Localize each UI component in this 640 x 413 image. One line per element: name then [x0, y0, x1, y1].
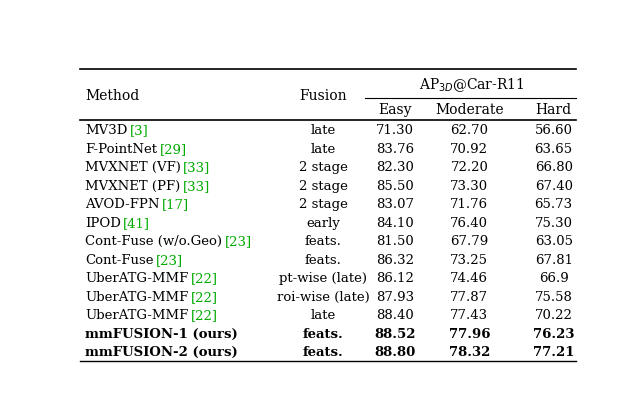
Text: late: late — [310, 142, 335, 155]
Text: 2 stage: 2 stage — [299, 179, 348, 192]
Text: 88.40: 88.40 — [376, 309, 414, 322]
Text: Cont-Fuse: Cont-Fuse — [85, 253, 154, 266]
Text: 88.52: 88.52 — [374, 327, 416, 340]
Text: feats.: feats. — [303, 346, 344, 358]
Text: UberATG-MMF: UberATG-MMF — [85, 290, 188, 303]
Text: 86.12: 86.12 — [376, 272, 414, 285]
Text: 77.21: 77.21 — [533, 346, 575, 358]
Text: [17]: [17] — [162, 198, 189, 211]
Text: [3]: [3] — [130, 124, 148, 137]
Text: UberATG-MMF: UberATG-MMF — [85, 272, 188, 285]
Text: 62.70: 62.70 — [451, 124, 488, 137]
Text: late: late — [310, 309, 335, 322]
Text: [33]: [33] — [182, 179, 210, 192]
Text: IPOD: IPOD — [85, 216, 121, 229]
Text: 77.43: 77.43 — [451, 309, 488, 322]
Text: mmFUSION-2 (ours): mmFUSION-2 (ours) — [85, 346, 237, 358]
Text: 81.50: 81.50 — [376, 235, 414, 248]
Text: 67.40: 67.40 — [534, 179, 573, 192]
Text: Method: Method — [85, 89, 140, 103]
Text: Easy: Easy — [378, 103, 412, 117]
Text: 85.50: 85.50 — [376, 179, 414, 192]
Text: Cont-Fuse (w/o.Geo): Cont-Fuse (w/o.Geo) — [85, 235, 222, 248]
Text: roi-wise (late): roi-wise (late) — [276, 290, 369, 303]
Text: 56.60: 56.60 — [534, 124, 573, 137]
Text: feats.: feats. — [305, 253, 342, 266]
Text: 83.07: 83.07 — [376, 198, 414, 211]
Text: 71.30: 71.30 — [376, 124, 414, 137]
Text: [41]: [41] — [124, 216, 150, 229]
Text: 88.80: 88.80 — [374, 346, 415, 358]
Text: [23]: [23] — [225, 235, 252, 248]
Text: 82.30: 82.30 — [376, 161, 414, 174]
Text: [33]: [33] — [183, 161, 211, 174]
Text: 63.65: 63.65 — [534, 142, 573, 155]
Text: 72.20: 72.20 — [451, 161, 488, 174]
Text: mmFUSION-1 (ours): mmFUSION-1 (ours) — [85, 327, 237, 340]
Text: UberATG-MMF: UberATG-MMF — [85, 309, 188, 322]
Text: 75.30: 75.30 — [534, 216, 573, 229]
Text: pt-wise (late): pt-wise (late) — [279, 272, 367, 285]
Text: [22]: [22] — [191, 290, 218, 303]
Text: AP$_{3D}$@Car-R11: AP$_{3D}$@Car-R11 — [419, 76, 525, 93]
Text: 87.93: 87.93 — [376, 290, 414, 303]
Text: 76.23: 76.23 — [533, 327, 575, 340]
Text: 70.92: 70.92 — [451, 142, 488, 155]
Text: 83.76: 83.76 — [376, 142, 414, 155]
Text: 86.32: 86.32 — [376, 253, 414, 266]
Text: AVOD-FPN: AVOD-FPN — [85, 198, 159, 211]
Text: MVXNET (PF): MVXNET (PF) — [85, 179, 180, 192]
Text: 66.9: 66.9 — [539, 272, 568, 285]
Text: early: early — [306, 216, 340, 229]
Text: 73.30: 73.30 — [451, 179, 488, 192]
Text: 2 stage: 2 stage — [299, 198, 348, 211]
Text: 76.40: 76.40 — [451, 216, 488, 229]
Text: feats.: feats. — [305, 235, 342, 248]
Text: 67.81: 67.81 — [534, 253, 573, 266]
Text: MVXNET (VF): MVXNET (VF) — [85, 161, 181, 174]
Text: 70.22: 70.22 — [535, 309, 573, 322]
Text: [29]: [29] — [159, 142, 187, 155]
Text: [22]: [22] — [191, 309, 218, 322]
Text: 78.32: 78.32 — [449, 346, 490, 358]
Text: F-PointNet: F-PointNet — [85, 142, 157, 155]
Text: 67.79: 67.79 — [450, 235, 488, 248]
Text: [23]: [23] — [156, 253, 183, 266]
Text: Hard: Hard — [536, 103, 572, 117]
Text: Moderate: Moderate — [435, 103, 504, 117]
Text: 77.96: 77.96 — [449, 327, 490, 340]
Text: 75.58: 75.58 — [535, 290, 573, 303]
Text: Fusion: Fusion — [300, 89, 347, 103]
Text: late: late — [310, 124, 335, 137]
Text: [22]: [22] — [191, 272, 218, 285]
Text: 71.76: 71.76 — [451, 198, 488, 211]
Text: 65.73: 65.73 — [534, 198, 573, 211]
Text: 84.10: 84.10 — [376, 216, 414, 229]
Text: 66.80: 66.80 — [534, 161, 573, 174]
Text: feats.: feats. — [303, 327, 344, 340]
Text: MV3D: MV3D — [85, 124, 127, 137]
Text: 73.25: 73.25 — [451, 253, 488, 266]
Text: 77.87: 77.87 — [451, 290, 488, 303]
Text: 2 stage: 2 stage — [299, 161, 348, 174]
Text: 74.46: 74.46 — [451, 272, 488, 285]
Text: 63.05: 63.05 — [534, 235, 573, 248]
